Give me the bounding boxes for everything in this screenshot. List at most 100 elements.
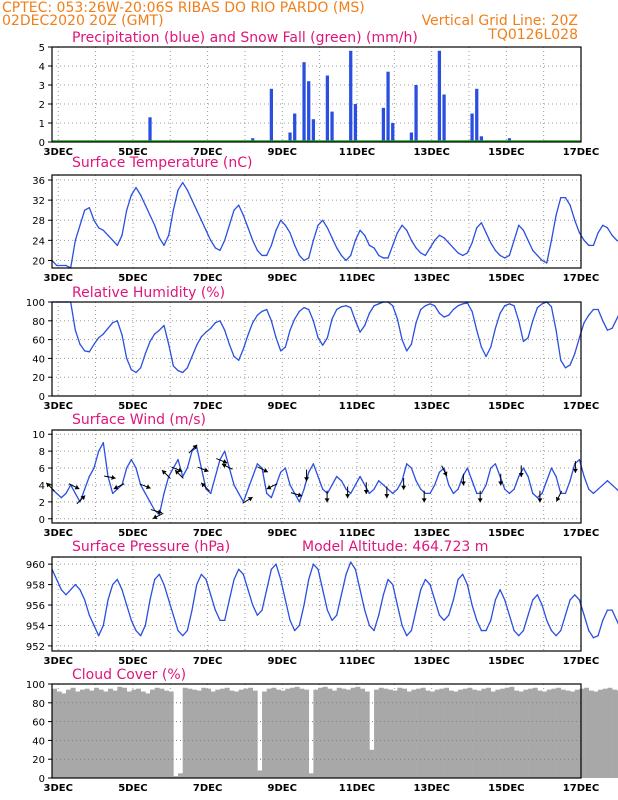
rh-line-segment xyxy=(121,334,128,360)
temp-line-segment xyxy=(504,254,511,259)
pres-line-segment xyxy=(340,573,347,596)
wind-arrow-head xyxy=(421,498,427,503)
temp-line-segment xyxy=(70,239,76,269)
cloud-bar xyxy=(178,773,183,778)
x-tick-label: 15DEC xyxy=(488,273,524,284)
cloud-bar xyxy=(574,689,580,778)
cloud-bar xyxy=(52,688,57,778)
temp-line-segment xyxy=(410,239,417,249)
rh-line-segment xyxy=(196,336,203,346)
cloud-bar xyxy=(238,689,244,778)
temp-line-segment xyxy=(466,242,473,254)
rh-line-segment xyxy=(443,314,450,318)
cloud-bar xyxy=(518,691,524,778)
rh-line-segment xyxy=(107,322,114,329)
temp-line-segment xyxy=(266,244,273,257)
wind-line-segment xyxy=(56,492,62,499)
panel-frame xyxy=(51,174,582,269)
rh-line-segment xyxy=(74,329,81,345)
precip-bar xyxy=(386,71,390,142)
temp-line-segment xyxy=(331,237,338,249)
panel-wind: 3DEC 5DEC 7DEC 9DEC 11DEC 13DEC 15DEC 17DEC 0 2 4 6… xyxy=(32,429,618,539)
x-tick-label: 11DEC xyxy=(339,147,375,158)
wind-line-segment xyxy=(65,484,72,495)
cloud-bar xyxy=(234,691,240,778)
pres-line-segment xyxy=(172,614,179,632)
temp-line-segment xyxy=(200,219,207,231)
pres-line-segment xyxy=(210,594,217,611)
temp-line-segment xyxy=(88,207,95,221)
pres-line-segment xyxy=(308,563,315,581)
rh-line-segment xyxy=(116,320,123,336)
pres-line-segment xyxy=(144,599,151,627)
temp-line-segment xyxy=(233,204,240,211)
cloud-bar xyxy=(616,690,618,778)
pres-line-segment xyxy=(70,583,76,591)
rh-line-segment xyxy=(256,310,263,316)
cloud-bar xyxy=(439,688,445,778)
title-temperature: Surface Temperature (nC) xyxy=(72,155,253,171)
pres-line-segment xyxy=(350,561,357,570)
temp-line-segment xyxy=(135,186,142,196)
temp-line-segment xyxy=(303,257,310,262)
y-tick-label: 1 xyxy=(39,119,45,130)
cloud-bar xyxy=(150,689,155,778)
temp-line-segment xyxy=(177,181,184,191)
wind-line-segment xyxy=(74,492,81,503)
wind-line-segment xyxy=(410,467,417,482)
pres-line-segment xyxy=(214,609,221,621)
cloud-bar xyxy=(206,688,211,778)
cloud-bar xyxy=(332,690,338,778)
pres-line-segment xyxy=(364,609,371,627)
wind-line-segment xyxy=(70,484,76,495)
pressure-model-altitude: Model Altitude: 464.723 m xyxy=(302,539,488,555)
cloud-bar xyxy=(229,690,235,778)
temp-line-segment xyxy=(252,239,259,252)
cloud-bar xyxy=(112,690,118,778)
cloud-bar xyxy=(248,687,254,778)
rh-line-segment xyxy=(224,329,231,345)
wind-line-segment xyxy=(471,480,478,495)
temp-line-segment xyxy=(107,234,114,242)
precip-bar xyxy=(269,88,274,142)
wind-line-segment xyxy=(368,488,375,495)
temp-line-segment xyxy=(182,181,189,191)
precip-bar xyxy=(353,104,358,142)
pres-line-segment xyxy=(345,561,352,576)
pres-line-segment xyxy=(410,609,417,632)
x-tick-label: 11DEC xyxy=(339,528,375,539)
pres-line-segment xyxy=(494,589,501,601)
cloud-bar xyxy=(164,690,169,778)
temp-line-segment xyxy=(578,232,585,242)
wind-arrow-head xyxy=(247,497,253,502)
cloud-bar xyxy=(126,691,132,778)
cloud-bar xyxy=(318,687,324,778)
wind-line-segment xyxy=(602,480,609,486)
pres-line-segment xyxy=(242,573,249,591)
wind-line-segment xyxy=(387,488,394,495)
pres-line-segment xyxy=(56,578,62,591)
pres-line-segment xyxy=(588,629,595,639)
temp-line-segment xyxy=(476,222,483,229)
wind-line-segment xyxy=(214,458,221,478)
x-tick-label: 17DEC xyxy=(563,783,599,794)
cloud-bar xyxy=(327,688,333,778)
title-precip: Precipitation (blue) and Snow Fall (gree… xyxy=(72,30,418,46)
temp-line-segment xyxy=(378,254,385,259)
panel-frame xyxy=(51,429,582,524)
wind-line-segment xyxy=(569,463,576,482)
wind-arrow-head xyxy=(111,475,116,480)
cloud-bar xyxy=(397,687,403,778)
wind-line-segment xyxy=(532,492,539,499)
cloud-bar xyxy=(504,687,510,778)
x-tick-label: 7DEC xyxy=(193,783,222,794)
pres-line-segment xyxy=(60,589,67,596)
temp-line-segment xyxy=(284,224,291,234)
header-station: CPTEC: 053:26W-20:06S RIBAS DO RIO PARDO… xyxy=(2,0,365,16)
cloud-bar xyxy=(98,689,104,778)
wind-arrow-head xyxy=(498,481,504,486)
rh-line-segment xyxy=(368,305,375,314)
temp-line-segment xyxy=(462,252,469,257)
wind-arrow-head xyxy=(324,498,330,503)
wind-line-segment xyxy=(210,475,217,495)
